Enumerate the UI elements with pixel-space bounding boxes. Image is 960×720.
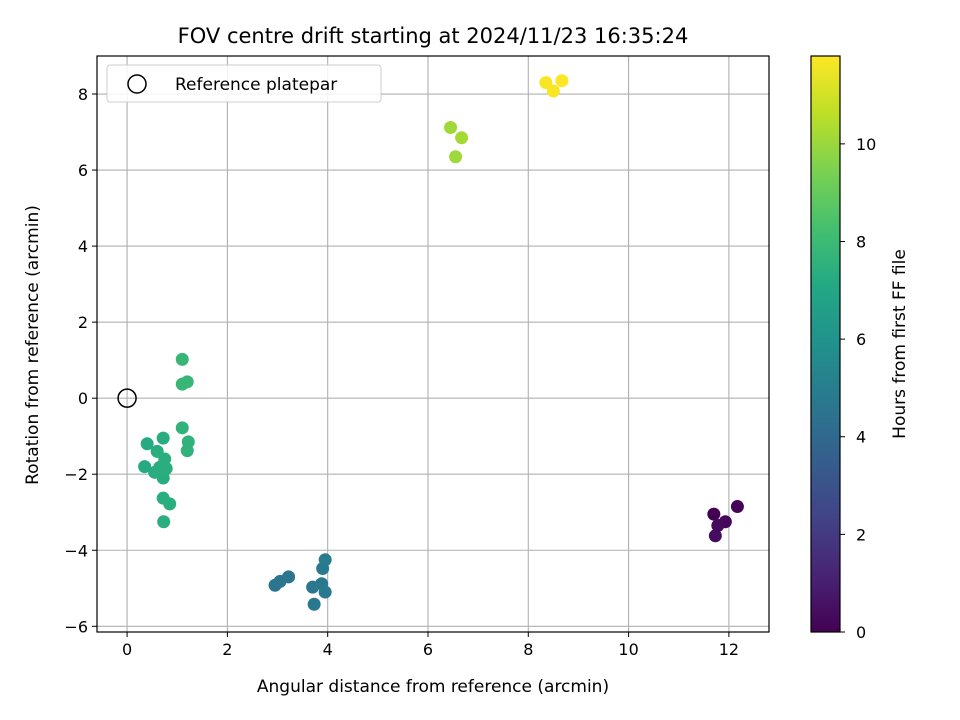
x-tick-label: 0 xyxy=(122,640,132,659)
y-tick-label: 4 xyxy=(78,237,88,256)
data-point xyxy=(444,120,458,134)
reference-platepar-marker xyxy=(117,388,137,408)
data-point xyxy=(546,84,560,98)
colorbar-tick-label: 10 xyxy=(856,135,876,154)
legend-label-reference: Reference platepar xyxy=(175,75,337,95)
data-point xyxy=(708,529,722,543)
y-tick-label: 6 xyxy=(78,161,88,180)
data-point xyxy=(307,597,321,611)
data-point xyxy=(730,500,744,514)
colorbar-tick-label: 8 xyxy=(856,232,866,251)
colorbar-tick-label: 6 xyxy=(856,330,866,349)
data-point xyxy=(711,519,725,533)
data-point xyxy=(318,553,332,567)
data-point xyxy=(163,497,177,511)
data-point xyxy=(282,570,296,584)
x-axis-label: Angular distance from reference (arcmin) xyxy=(257,677,609,697)
plot-frame xyxy=(96,55,770,633)
colorbar-tick-label: 2 xyxy=(856,525,866,544)
plot-area: 0 2 4 6 8 10 12 −6 −4 −2 0 2 4 6 8 xyxy=(64,55,770,659)
data-point xyxy=(157,515,171,529)
legend-box xyxy=(106,64,382,103)
colorbar-tick-label: 0 xyxy=(856,623,866,642)
data-point xyxy=(318,585,332,599)
data-point xyxy=(449,150,463,164)
data-point xyxy=(555,74,569,88)
data-point xyxy=(138,460,152,474)
chart-title: FOV centre drift starting at 2024/11/23 … xyxy=(178,24,689,48)
y-axis-ticks: −6 −4 −2 0 2 4 6 8 xyxy=(64,85,97,636)
y-tick-label: −4 xyxy=(64,541,88,560)
x-tick-label: 4 xyxy=(323,640,333,659)
x-tick-label: 12 xyxy=(719,640,739,659)
colorbar-gradient xyxy=(810,55,841,633)
data-point xyxy=(707,507,721,521)
colorbar-label: Hours from first FF file xyxy=(890,249,910,439)
y-axis-label: Rotation from reference (arcmin) xyxy=(23,205,43,485)
x-tick-label: 2 xyxy=(222,640,232,659)
data-point xyxy=(175,421,189,435)
x-tick-label: 6 xyxy=(423,640,433,659)
y-tick-label: 2 xyxy=(78,313,88,332)
data-point xyxy=(140,437,154,451)
data-point xyxy=(180,444,194,458)
data-point xyxy=(539,76,553,90)
x-tick-label: 10 xyxy=(618,640,638,659)
data-point xyxy=(175,352,189,366)
y-tick-label: 0 xyxy=(78,389,88,408)
legend-marker-reference xyxy=(127,74,147,94)
data-point xyxy=(180,375,194,389)
data-point xyxy=(156,431,170,445)
y-tick-label: −6 xyxy=(64,617,88,636)
legend: Reference platepar xyxy=(106,64,382,103)
y-tick-label: −2 xyxy=(64,465,88,484)
data-point xyxy=(455,131,469,145)
colorbar: 0 2 4 6 8 10 Hours from first FF file xyxy=(810,55,910,642)
y-tick-label: 8 xyxy=(78,85,88,104)
data-point xyxy=(159,462,173,476)
x-axis-ticks: 0 2 4 6 8 10 12 xyxy=(122,632,739,659)
x-tick-label: 8 xyxy=(523,640,533,659)
colorbar-tick-label: 4 xyxy=(856,428,866,447)
data-points xyxy=(138,74,744,611)
grid-lines xyxy=(97,56,769,632)
colorbar-ticks: 0 2 4 6 8 10 xyxy=(840,135,876,642)
